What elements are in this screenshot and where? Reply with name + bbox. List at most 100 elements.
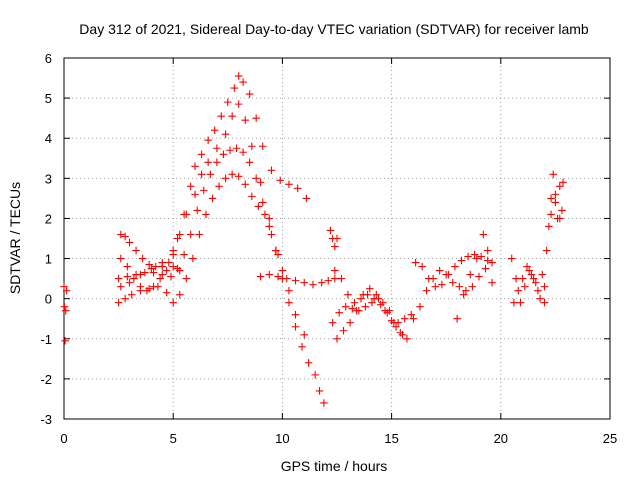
- data-point: [298, 343, 306, 351]
- data-points: [60, 72, 567, 407]
- data-point: [398, 331, 407, 339]
- data-point: [213, 158, 221, 167]
- series-arc-5: [117, 254, 184, 295]
- data-point: [252, 114, 260, 122]
- data-point: [241, 116, 250, 124]
- data-point: [232, 144, 241, 152]
- data-point: [285, 180, 293, 189]
- y-tick-label: -1: [40, 332, 52, 347]
- data-point: [387, 316, 396, 325]
- data-point: [248, 142, 256, 150]
- data-point: [479, 230, 488, 239]
- data-point: [130, 274, 138, 283]
- data-point: [523, 262, 531, 271]
- data-point: [400, 314, 409, 323]
- data-point: [466, 270, 474, 279]
- data-point: [547, 210, 555, 219]
- data-point: [545, 222, 553, 231]
- data-point: [311, 371, 319, 379]
- x-tick-label: 0: [60, 431, 67, 446]
- data-point: [464, 252, 472, 261]
- data-point: [315, 387, 324, 395]
- data-point: [473, 254, 481, 263]
- data-point: [162, 266, 171, 275]
- series-arc-13: [453, 230, 496, 323]
- data-point: [217, 112, 225, 120]
- data-point: [210, 126, 219, 134]
- data-point: [125, 238, 134, 247]
- data-point: [226, 146, 234, 155]
- data-point: [274, 272, 282, 281]
- plot-frame: [63, 57, 611, 420]
- data-point: [234, 100, 243, 108]
- data-point: [173, 234, 182, 243]
- data-point: [475, 272, 483, 281]
- data-point: [204, 158, 212, 167]
- data-point: [344, 290, 352, 299]
- data-point: [547, 194, 555, 203]
- data-point: [256, 272, 265, 281]
- series-arc-2: [117, 100, 328, 407]
- data-point: [540, 298, 549, 307]
- series-arc-15: [510, 262, 549, 307]
- data-point: [278, 266, 287, 275]
- data-point: [186, 182, 195, 191]
- x-tick-label: 10: [275, 431, 289, 446]
- data-point: [455, 282, 464, 291]
- data-point: [374, 294, 383, 303]
- data-point: [529, 274, 538, 283]
- x-axis-label: GPS time / hours: [281, 458, 388, 474]
- data-point: [117, 230, 125, 239]
- y-tick-label: 4: [45, 131, 52, 146]
- data-point: [285, 286, 293, 295]
- data-point: [285, 298, 293, 307]
- data-point: [403, 335, 411, 343]
- data-point: [62, 286, 71, 295]
- data-point: [534, 286, 542, 295]
- data-point: [132, 246, 140, 255]
- series-arc-9: [328, 294, 416, 327]
- data-point: [162, 288, 171, 297]
- series-arc-14: [507, 254, 549, 307]
- data-point: [156, 274, 164, 283]
- data-point: [186, 230, 195, 239]
- data-point: [542, 246, 551, 255]
- axis-ticks: 0 5 10 15 20 25 -3 -2 -1 0 1 2 3 4 5 6: [40, 51, 617, 446]
- data-point: [239, 148, 247, 157]
- data-point: [127, 290, 136, 299]
- data-point: [507, 254, 516, 263]
- data-point: [195, 230, 204, 239]
- data-point: [411, 258, 420, 267]
- series-arc-0: [60, 282, 71, 345]
- x-tick-label: 20: [494, 431, 508, 446]
- data-point: [527, 270, 536, 279]
- data-point: [538, 270, 547, 279]
- data-point: [416, 302, 424, 311]
- data-point: [556, 214, 564, 223]
- data-point: [536, 294, 544, 303]
- data-point: [521, 282, 529, 291]
- data-point: [470, 250, 479, 259]
- data-point: [258, 142, 267, 150]
- data-point: [300, 331, 308, 339]
- data-point: [230, 84, 239, 92]
- data-point: [339, 327, 348, 335]
- data-point: [302, 194, 311, 203]
- data-point: [324, 276, 333, 285]
- data-point: [309, 280, 317, 289]
- data-point: [256, 178, 265, 187]
- data-point: [512, 274, 520, 283]
- data-point: [291, 310, 300, 319]
- x-tick-label: 25: [603, 431, 617, 446]
- data-point: [328, 318, 337, 327]
- data-point: [457, 256, 466, 265]
- data-point: [61, 306, 70, 315]
- data-point: [60, 302, 69, 311]
- data-point: [117, 254, 125, 263]
- data-point: [438, 280, 446, 289]
- data-point: [143, 286, 151, 295]
- data-point: [518, 274, 527, 283]
- data-point: [540, 282, 549, 291]
- data-point: [366, 284, 374, 293]
- data-point: [451, 262, 459, 271]
